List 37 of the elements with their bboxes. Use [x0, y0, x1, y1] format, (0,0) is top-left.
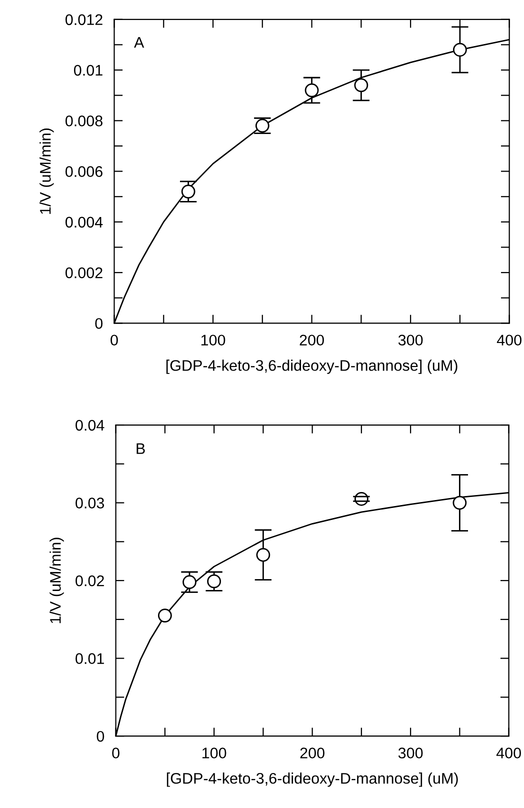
x-tick-label: 100: [201, 334, 226, 346]
x-axis-title: [GDP-4-keto-3,6-dideoxy-D-mannose] (uM): [166, 360, 458, 374]
y-tick-label: 0.006: [65, 166, 102, 177]
point: [182, 575, 196, 590]
y-tick-label: 0.012: [65, 14, 102, 26]
point: [452, 496, 467, 510]
y-tick-label: 0.04: [76, 420, 104, 431]
y-tick-label: 0.002: [65, 267, 102, 278]
y-tick-label: 0.01: [74, 64, 102, 76]
point: [304, 83, 319, 98]
x-tick-label: 300: [398, 334, 423, 346]
y-tick-label: 0.01: [76, 653, 104, 664]
point: [256, 548, 270, 562]
point: [452, 42, 467, 57]
x-tick-label: 400: [496, 748, 521, 758]
y-axis-title: 1/V (uM/min): [40, 128, 54, 214]
y-tick-label: 0: [95, 318, 103, 329]
y-tick-label: 0.008: [65, 116, 102, 126]
x-tick-label: 0: [110, 334, 118, 346]
point: [354, 78, 368, 92]
point: [158, 608, 172, 622]
y-tick-label: 0.03: [76, 498, 104, 508]
x-tick-label: 400: [496, 334, 522, 346]
x-tick-label: 200: [300, 748, 324, 758]
x-tick-label: 100: [202, 748, 226, 758]
y-axis-title: 1/V (uM/min): [50, 538, 64, 624]
x-tick-label: 0: [112, 748, 120, 758]
x-tick-label: 300: [398, 748, 423, 758]
annotation: B: [136, 443, 145, 454]
point: [207, 574, 221, 588]
y-tick-label: 0.004: [65, 216, 103, 228]
x-tick-label: 200: [300, 334, 324, 346]
point: [181, 184, 196, 198]
annotation: A: [134, 37, 144, 48]
y-tick-label: 0: [96, 730, 104, 742]
y-tick-label: 0.02: [76, 575, 104, 586]
x-axis-title: [GDP-4-keto-3,6-dideoxy-D-mannose] (uM): [166, 772, 458, 787]
